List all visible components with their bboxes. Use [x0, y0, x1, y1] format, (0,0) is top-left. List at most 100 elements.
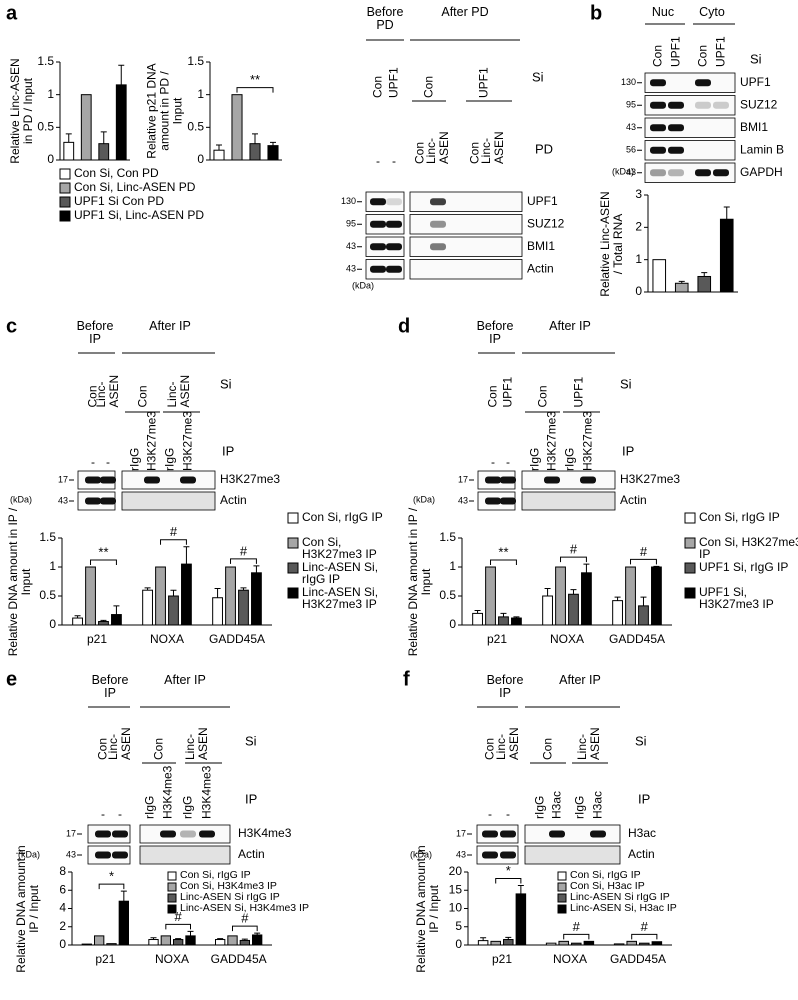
lane-label: -: [488, 807, 492, 821]
y-tick-label: 8: [59, 864, 66, 878]
x-tick-label: NOXA: [550, 632, 584, 646]
bar: [212, 597, 223, 626]
bar: [555, 566, 566, 626]
bar: [583, 940, 595, 946]
bar: [106, 943, 117, 946]
y-tick-label: 5: [455, 919, 462, 933]
significance-bracket: [563, 933, 590, 940]
significance-bracket: [98, 883, 125, 890]
bar: [626, 940, 637, 946]
significance-bracket: [165, 923, 191, 930]
row-label: IP: [222, 443, 234, 458]
lane-label: Con: [540, 737, 555, 760]
blot-group-label: After IP: [549, 319, 591, 333]
bar: [181, 563, 192, 626]
mw-marker: 43: [58, 495, 68, 505]
lane-label: H3ac: [549, 790, 564, 819]
lane-label: UPF1: [713, 36, 728, 67]
lane-label: UPF1: [476, 67, 491, 98]
error-bar: [474, 610, 481, 614]
y-tick-label: 2: [59, 919, 66, 933]
mw-marker: 17: [458, 474, 468, 484]
blot-band: [668, 146, 684, 154]
y-tick-label: 0: [635, 284, 642, 298]
legend-swatch: [287, 512, 299, 524]
error-bar: [241, 938, 248, 941]
blot-band: [112, 851, 128, 859]
blot-box: [409, 214, 523, 235]
y-tick-label: 2: [635, 220, 642, 234]
legend-swatch: [557, 871, 567, 881]
bar: [98, 143, 110, 161]
blot-band: [485, 497, 501, 505]
legend-swatch: [59, 210, 71, 222]
row-label: IP: [245, 791, 257, 806]
row-label: Si: [750, 51, 762, 66]
blot-group-label: After PD: [441, 5, 489, 19]
bar: [249, 143, 261, 161]
blot-band: [199, 830, 215, 838]
error-bar: [100, 619, 107, 622]
bar: [94, 935, 105, 946]
protein-label: SUZ12: [527, 216, 565, 230]
significance-bracket: [236, 87, 274, 93]
protein-label: H3K4me3: [238, 826, 292, 840]
lane-label: UPF1: [571, 376, 586, 408]
significance-bracket: [160, 539, 187, 545]
y-tick-label: 10: [449, 901, 463, 915]
bar: [111, 614, 122, 626]
bar: [238, 589, 249, 626]
error-bar: [74, 615, 81, 619]
significance-bracket: [560, 556, 587, 563]
lane-label: H3K4me3: [160, 765, 175, 819]
significance-label: *: [109, 869, 114, 884]
bar: [115, 84, 127, 161]
mw-marker: 95: [346, 219, 356, 229]
panel-letter: d: [398, 315, 410, 337]
x-tick-label: p21: [95, 952, 115, 966]
blot-band: [482, 851, 498, 859]
bar: [239, 939, 251, 946]
blot-band: [500, 497, 516, 505]
lane-label: -: [106, 455, 110, 469]
lane-label: Con: [535, 385, 550, 408]
lane-label: Con: [485, 385, 500, 408]
bar: [155, 566, 166, 626]
bar: [63, 141, 75, 161]
error-bar: [505, 936, 512, 940]
x-tick-label: GADD45A: [610, 952, 666, 966]
error-bar: [254, 932, 261, 935]
blot-band: [100, 476, 116, 484]
legend-label: Con Si, H3K27me3 IP: [699, 535, 798, 561]
y-tick-label: 1.5: [187, 54, 204, 68]
row-label: Si: [245, 733, 257, 748]
blot-band: [650, 169, 666, 177]
blot-band: [180, 830, 196, 838]
legend-swatch: [167, 871, 177, 881]
mw-marker: 130: [621, 77, 636, 87]
legend-label: Con Si, rIgG IP: [570, 869, 641, 881]
lane-label: Linc-ASEN: [479, 131, 506, 164]
error-bar: [240, 587, 247, 591]
legend-label: UPF1 Si, rIgG IP: [699, 560, 789, 574]
bar: [98, 621, 109, 626]
protein-label: SUZ12: [740, 97, 778, 111]
blot-box: [644, 162, 736, 183]
error-bar: [144, 587, 151, 591]
bar: [612, 600, 623, 626]
blot-band: [100, 497, 116, 505]
protein-label: BMI1: [740, 120, 768, 134]
bar: [472, 612, 483, 626]
blot-group-label: Before IP: [76, 319, 114, 346]
mw-marker: 43: [346, 241, 356, 251]
protein-label: Actin: [628, 847, 655, 861]
bar: [81, 943, 92, 946]
blot-box: [644, 72, 736, 93]
y-tick-label: 0.5: [37, 120, 54, 134]
bar: [652, 259, 667, 293]
x-tick-label: NOXA: [155, 952, 189, 966]
blot-band: [668, 169, 684, 177]
legend-swatch: [287, 562, 299, 574]
lane-label: H3K27me3: [580, 410, 595, 471]
